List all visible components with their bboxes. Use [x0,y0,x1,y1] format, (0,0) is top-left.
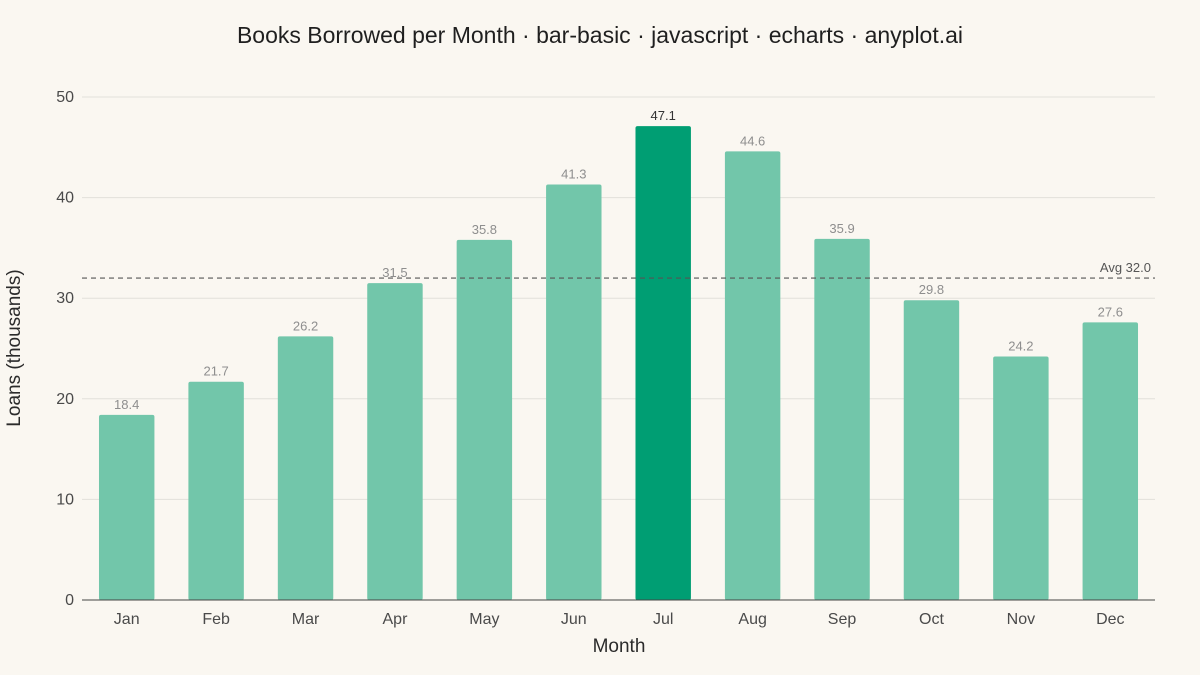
x-tick-label: Dec [1096,611,1124,628]
y-tick-label: 20 [56,391,74,408]
y-tick-label: 40 [56,190,74,207]
y-tick-label: 10 [56,491,74,508]
bar-may[interactable] [456,239,513,601]
x-tick-label: Feb [202,611,230,628]
bar-oct[interactable] [903,300,960,600]
y-tick-label: 50 [56,89,74,106]
x-tick-label: Nov [1007,611,1035,628]
data-label: 35.9 [829,221,854,236]
x-tick-label: Aug [738,611,766,628]
data-labels: 18.4 21.7 26.2 31.5 35.8 41.3 47.1 44.6 35.9 29.8… [114,108,1123,412]
bars [98,126,1139,601]
average-line-label: Avg 32.0 [1100,260,1151,275]
x-tick-label: May [469,611,499,628]
data-label: 41.3 [561,167,586,182]
axis-ticks: 0 10 20 30 40 50 Jan Feb Mar Apr May Jun Jul Aug Sep Oc… [56,89,1124,628]
bar-nov[interactable] [993,356,1049,600]
x-tick-label: Mar [292,611,320,628]
bar-aug[interactable] [724,151,781,600]
data-label: 47.1 [651,108,676,123]
data-label: 21.7 [203,364,228,379]
data-label: 27.6 [1098,304,1123,319]
y-axis-title: Loans (thousands) [4,269,25,426]
bar-jan[interactable] [98,414,155,600]
bar-sep[interactable] [814,238,870,600]
data-label: 44.6 [740,133,765,148]
data-label: 31.5 [382,265,407,280]
chart-title: Books Borrowed per Month · bar-basic · j… [237,22,963,48]
average-line-group: Avg 32.0 [82,260,1155,279]
bar-mar[interactable] [277,336,334,600]
bar-jul[interactable] [635,126,691,600]
data-label: 24.2 [1008,339,1033,354]
x-tick-label: Oct [919,611,944,628]
data-label: 26.2 [293,318,318,333]
x-axis-title: Month [593,636,646,657]
x-tick-label: Jan [114,611,140,628]
bar-dec[interactable] [1082,322,1139,600]
data-label: 35.8 [472,222,497,237]
bar-apr[interactable] [367,283,423,600]
x-tick-label: Sep [828,611,857,628]
data-label: 29.8 [919,282,944,297]
grid-lines [82,96,1155,500]
x-tick-label: Jun [561,611,587,628]
y-tick-label: 30 [56,290,74,307]
y-tick-label: 0 [65,592,74,609]
x-tick-label: Apr [383,611,409,628]
x-tick-label: Jul [653,611,673,628]
bar-feb[interactable] [188,381,244,600]
data-label: 18.4 [114,397,139,412]
bar-jun[interactable] [546,184,602,600]
